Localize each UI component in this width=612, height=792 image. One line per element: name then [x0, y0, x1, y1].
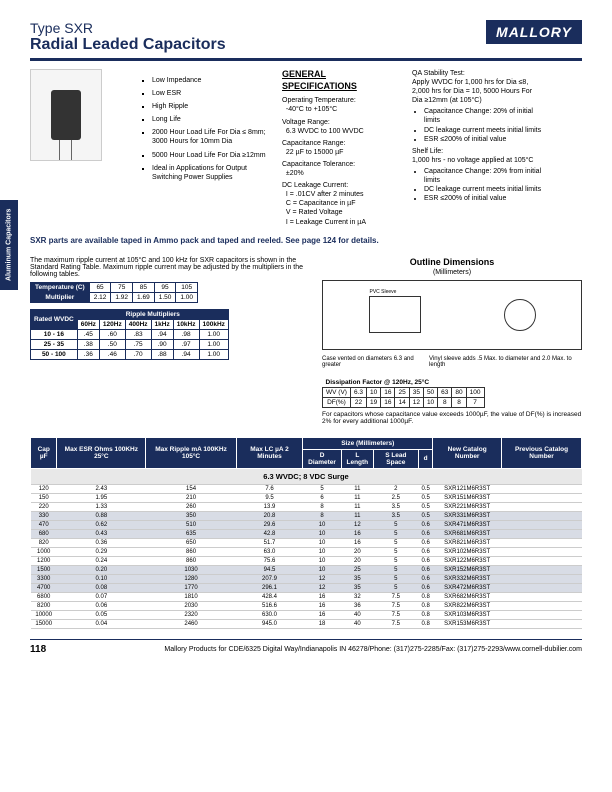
outline-note-1: Case vented on diameters 6.3 and greater [322, 356, 429, 368]
qa-section: QA Stability Test:Apply WVDC for 1,000 h… [412, 69, 542, 230]
outline-diagram: PVC Sleeve [322, 280, 582, 350]
genspec-title: GENERAL SPECIFICATIONS [282, 69, 402, 92]
diss-note: For capacitors whose capacitance value e… [322, 411, 582, 425]
outline-title: Outline Dimensions [322, 257, 582, 267]
genspec-item: Voltage Range: 6.3 WVDC to 100 WVDC [282, 118, 402, 136]
header: Type SXR Radial Leaded Capacitors MALLOR… [30, 20, 582, 61]
sidebar-label: Aluminum Capacitors [0, 200, 18, 290]
capacitor-image [30, 69, 102, 161]
feature-item: 2000 Hour Load Life For Dia ≤ 8mm; 3000 … [152, 128, 272, 146]
footer: 118 Mallory Products for CDE/6325 Digita… [30, 639, 582, 655]
qa-item: QA Stability Test:Apply WVDC for 1,000 h… [412, 69, 542, 144]
feature-item: High Ripple [152, 102, 272, 111]
feature-item: Long Life [152, 115, 272, 124]
temp-table: Temperature (C)65758595105Multiplier2.12… [30, 282, 198, 303]
ripple-table: Rated WVDCRipple Multipliers60Hz120Hz400… [30, 309, 229, 360]
feature-list: Low Impedance Low ESR High Ripple Long Life… [112, 76, 272, 223]
outline-note-2: Vinyl sleeve adds .5 Max. to diameter an… [429, 356, 582, 368]
footer-text: Mallory Products for CDE/6325 Digital Wa… [164, 646, 582, 653]
feature-item: Ideal in Applications for Output Switchi… [152, 164, 272, 182]
general-specs: GENERAL SPECIFICATIONS Operating Tempera… [282, 69, 402, 230]
dissipation-table: Dissipation Factor @ 120Hz, 25°CWV (V)6.… [322, 378, 485, 408]
feature-item: Low ESR [152, 89, 272, 98]
type-line: Type SXR [30, 20, 226, 36]
genspec-item: DC Leakage Current: I = .01CV after 2 mi… [282, 181, 402, 226]
logo: MALLORY [486, 20, 582, 44]
feature-item: Low Impedance [152, 76, 272, 85]
page-number: 118 [30, 644, 46, 655]
genspec-item: Capacitance Tolerance: ±20% [282, 160, 402, 178]
temp-intro: The maximum ripple current at 105°C and … [30, 257, 310, 278]
genspec-item: Operating Temperature: -40°C to +105°C [282, 96, 402, 114]
qa-item: Shelf Life:1,000 hrs - no voltage applie… [412, 147, 542, 204]
feature-item: 5000 Hour Load Life For Dia ≥12mm [152, 151, 272, 160]
main-spec-table: Cap µFMax ESR Ohms 100KHz 25°CMax Ripple… [30, 437, 582, 629]
genspec-item: Capacitance Range: 22 µF to 15000 µF [282, 139, 402, 157]
title-line: Radial Leaded Capacitors [30, 36, 226, 54]
availability-note: SXR parts are available taped in Ammo pa… [30, 236, 582, 245]
outline-sub: (Millimeters) [322, 269, 582, 276]
